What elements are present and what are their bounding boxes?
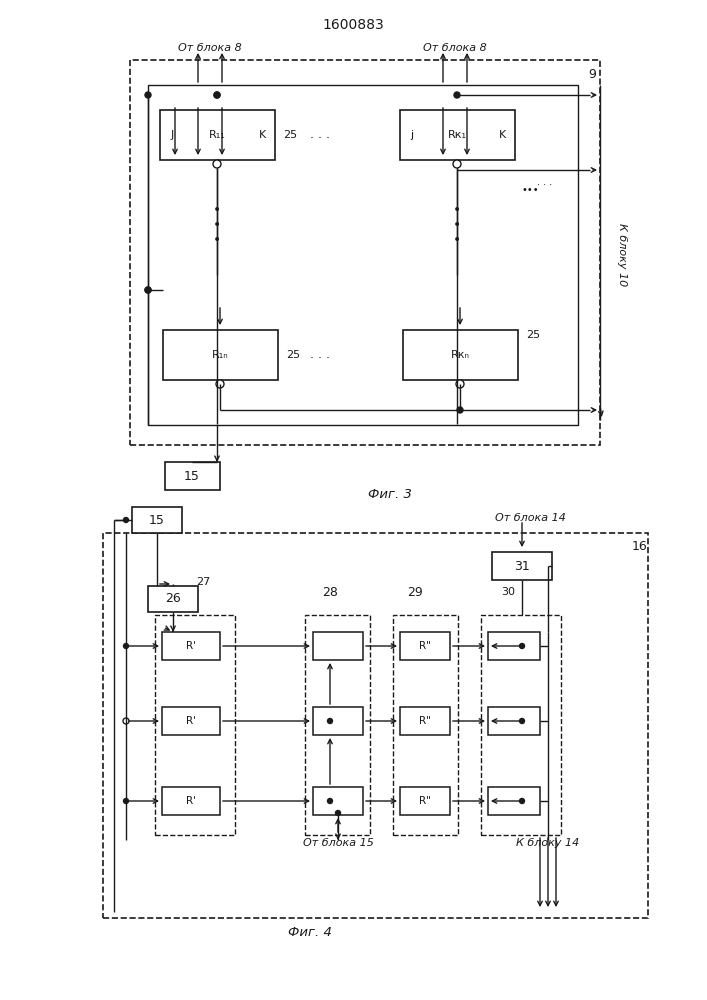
Bar [488,707,540,735]
Text: R": R" [419,796,431,806]
Bar [313,787,363,815]
Text: К блоку 10: К блоку 10 [617,223,627,287]
Circle shape [456,380,464,388]
Text: От блока 8: От блока 8 [178,43,242,53]
Text: 27: 27 [196,577,210,587]
Text: R': R' [186,796,196,806]
Circle shape [145,287,151,293]
Text: •: • [453,203,461,217]
Circle shape [145,287,151,293]
Bar [162,707,220,735]
Circle shape [327,798,332,804]
Text: Фиг. 4: Фиг. 4 [288,926,332,938]
Text: •: • [213,218,221,232]
Bar [132,507,182,533]
Text: . . .: . . . [537,177,553,187]
Bar [403,330,518,380]
Bar [305,615,370,835]
Bar [481,615,561,835]
Circle shape [457,407,463,413]
Text: •: • [453,233,461,247]
Text: R': R' [186,641,196,651]
Circle shape [520,718,525,724]
Text: Rкₙ: Rкₙ [450,350,469,360]
Text: 25: 25 [526,330,540,340]
Bar [492,552,552,580]
Text: 30: 30 [501,587,515,597]
Text: 15: 15 [149,514,165,526]
Circle shape [124,518,129,522]
Bar [488,787,540,815]
Circle shape [123,718,129,724]
Circle shape [453,160,461,168]
Bar [148,85,578,425]
Text: K: K [499,130,507,140]
Circle shape [213,160,221,168]
Text: Фиг. 3: Фиг. 3 [368,488,412,502]
Text: •: • [213,203,221,217]
Text: R": R" [419,716,431,726]
Text: 25: 25 [286,350,300,360]
Text: •••: ••• [521,185,539,195]
Text: R₁ₙ: R₁ₙ [211,350,228,360]
Text: 1600883: 1600883 [322,18,384,32]
Text: 9: 9 [588,68,596,81]
Circle shape [145,92,151,98]
Circle shape [124,798,129,804]
Text: R₁₁: R₁₁ [209,130,226,140]
Text: . . .: . . . [310,349,330,361]
Text: J: J [170,130,174,140]
Circle shape [124,644,129,648]
Bar [400,110,515,160]
Circle shape [454,92,460,98]
Bar [488,632,540,660]
Text: 29: 29 [407,585,423,598]
Circle shape [216,380,224,388]
Text: 31: 31 [514,560,530,572]
Bar [155,615,235,835]
Bar [165,462,220,490]
Bar [162,787,220,815]
Bar [400,632,450,660]
Text: Rк₁: Rк₁ [448,130,467,140]
Text: 16: 16 [632,540,648,554]
Text: 26: 26 [165,592,181,605]
Bar [103,533,648,918]
Text: От блока 8: От блока 8 [423,43,487,53]
Text: R': R' [186,716,196,726]
Bar [313,707,363,735]
Text: 28: 28 [322,585,338,598]
Text: •: • [453,218,461,232]
Circle shape [214,92,220,98]
Text: От блока 14: От блока 14 [495,513,566,523]
Text: •: • [213,233,221,247]
Circle shape [327,718,332,724]
Text: 25: 25 [283,130,297,140]
Bar [160,110,275,160]
Circle shape [336,810,341,816]
Text: K: K [259,130,267,140]
Circle shape [520,798,525,804]
Bar [148,586,198,612]
Text: 15: 15 [184,470,200,483]
Text: К блоку 14: К блоку 14 [516,838,580,848]
Bar [162,632,220,660]
Bar [400,707,450,735]
Text: R": R" [419,641,431,651]
Text: От блока 15: От блока 15 [303,838,373,848]
Circle shape [214,92,220,98]
Text: . . .: . . . [310,128,330,141]
Bar [393,615,458,835]
Text: j: j [411,130,414,140]
Bar [400,787,450,815]
Bar [130,60,600,445]
Bar [313,632,363,660]
Circle shape [520,644,525,648]
Bar [163,330,278,380]
